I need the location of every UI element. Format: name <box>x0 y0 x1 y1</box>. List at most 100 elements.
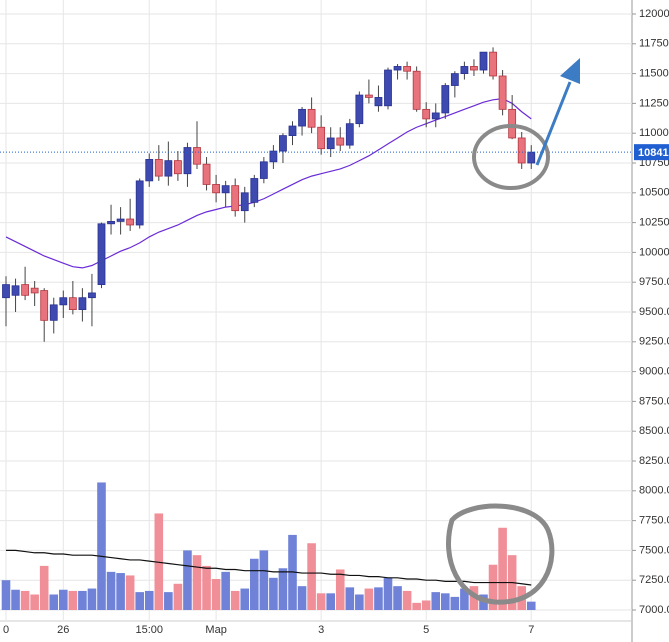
volume-bar <box>221 571 230 610</box>
volume-bar <box>78 590 87 610</box>
y-tick-label: 9500.0 <box>639 306 669 318</box>
volume-bar <box>97 482 106 610</box>
candle-body <box>183 147 192 175</box>
volume-bar <box>125 575 135 610</box>
volume-bar <box>135 592 144 610</box>
volume-bar <box>202 565 211 610</box>
candle-body <box>88 292 96 299</box>
volume-bar <box>144 590 154 610</box>
annotation-circle <box>446 503 555 605</box>
annotation-arrowhead <box>560 58 580 84</box>
candle-body <box>30 287 39 294</box>
candle-body <box>317 126 326 150</box>
volume-bar <box>259 550 269 610</box>
volume-bar <box>278 568 288 610</box>
volume-bar <box>30 594 39 610</box>
volume-bar <box>393 586 402 610</box>
candle-body <box>470 66 478 71</box>
candle-body <box>479 51 488 71</box>
x-tick-label: 15:00 <box>135 624 163 636</box>
candle-body <box>441 85 450 114</box>
candle-body <box>49 304 58 321</box>
volume-bar <box>297 586 307 610</box>
candle-body <box>2 284 10 299</box>
candle-body <box>97 223 106 285</box>
volume-bar <box>240 588 250 610</box>
y-tick-label: 11000. <box>639 127 669 139</box>
candle-body <box>269 150 278 163</box>
candle-body <box>11 285 20 296</box>
candle-body <box>489 51 497 77</box>
candle-body <box>393 66 402 71</box>
y-tick-label: 9250.0 <box>639 336 669 348</box>
candle-body <box>21 284 30 296</box>
volume-bar <box>106 571 116 610</box>
volume-bar <box>383 577 393 610</box>
volume-bar <box>59 589 68 610</box>
candle-body <box>250 178 259 203</box>
last-price-box <box>634 144 669 161</box>
candle-body <box>193 147 201 165</box>
y-tick-label: 12000 <box>639 8 669 20</box>
volume-bar <box>431 592 441 610</box>
candle-body <box>259 161 268 179</box>
candle-body <box>221 185 230 194</box>
volume-bar <box>460 588 469 610</box>
volume-bar <box>49 594 59 610</box>
candle-body <box>68 297 77 311</box>
volume-bar <box>345 587 355 610</box>
volume-bar <box>450 596 460 610</box>
candle-body <box>412 70 421 110</box>
volume-bar <box>421 600 431 610</box>
candle-body <box>345 123 354 146</box>
volume-bar <box>250 558 259 610</box>
candle-body <box>173 160 182 175</box>
candle-body <box>202 163 211 185</box>
candle-body <box>145 159 154 182</box>
candle-body <box>78 297 87 311</box>
candle-body <box>307 108 316 128</box>
x-tick-label: 0 <box>3 624 9 636</box>
candle-body <box>498 75 507 110</box>
x-tick-label: 5 <box>423 624 429 636</box>
annotation-arrow <box>535 81 572 166</box>
candle-body <box>431 112 440 120</box>
volume-bar <box>87 588 97 610</box>
candle-body <box>135 180 144 226</box>
volume-bar <box>488 564 498 610</box>
candle-body <box>422 108 431 120</box>
volume-bar <box>173 583 183 610</box>
candle-body <box>384 69 392 107</box>
volume-ma-line <box>6 549 532 586</box>
volume-bar <box>526 601 536 610</box>
y-tick-label: 7000.0 <box>639 604 669 616</box>
y-tick-label: 11250. <box>639 97 669 109</box>
x-tick-label: Мар <box>205 624 227 636</box>
volume-bar <box>441 593 450 610</box>
y-tick-label: 7250.0 <box>639 574 669 586</box>
volume-bar <box>374 587 383 610</box>
volume-bar <box>11 589 20 610</box>
y-tick-label: 11500. <box>639 68 669 80</box>
candle-body <box>288 125 297 136</box>
volume-bar <box>402 590 412 610</box>
y-tick-label: 9750.0 <box>639 276 669 288</box>
volume-bar <box>230 590 240 610</box>
candle-body <box>517 137 526 164</box>
volume-bar <box>498 527 507 610</box>
candle-body <box>355 94 364 125</box>
candle-body <box>126 218 135 226</box>
volume-bar <box>335 569 345 610</box>
volume-bar <box>68 590 78 610</box>
volume-bar <box>39 565 49 610</box>
volume-bar <box>116 573 125 610</box>
candle-body <box>374 97 383 107</box>
candle-body <box>364 94 373 98</box>
volume-bar <box>364 588 374 610</box>
candle-body <box>231 185 240 212</box>
y-tick-label: 8000.0 <box>639 485 669 497</box>
y-tick-label: 8500.0 <box>639 425 669 437</box>
candle-body <box>326 137 335 150</box>
volume-bar <box>307 543 316 610</box>
